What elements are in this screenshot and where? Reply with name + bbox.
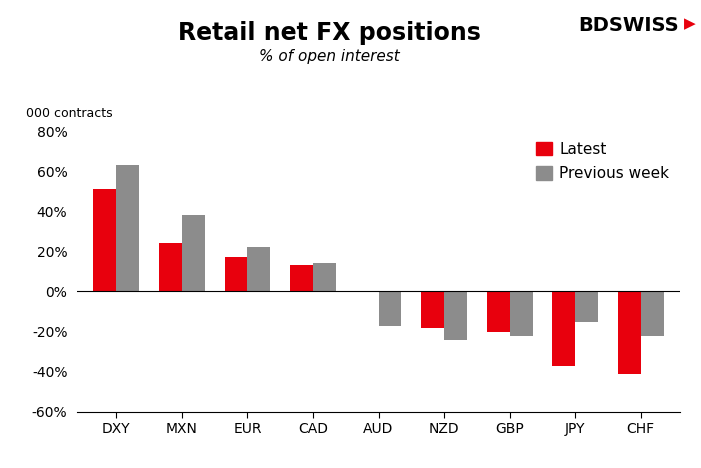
- Bar: [182, 215, 205, 292]
- Text: ▶: ▶: [683, 16, 695, 31]
- Bar: [618, 292, 641, 374]
- Bar: [290, 265, 313, 292]
- Bar: [552, 292, 575, 366]
- Text: % of open interest: % of open interest: [259, 49, 400, 64]
- Bar: [159, 243, 182, 292]
- Bar: [510, 292, 533, 336]
- Legend: Latest, Previous week: Latest, Previous week: [533, 139, 672, 184]
- Bar: [486, 292, 510, 332]
- Bar: [247, 248, 271, 292]
- Bar: [421, 292, 444, 328]
- Bar: [641, 292, 664, 336]
- Bar: [444, 292, 467, 340]
- Bar: [224, 257, 247, 292]
- Text: 000 contracts: 000 contracts: [26, 107, 112, 120]
- Bar: [116, 165, 139, 292]
- Bar: [575, 292, 598, 322]
- Bar: [313, 263, 336, 292]
- Text: Retail net FX positions: Retail net FX positions: [178, 21, 481, 45]
- Bar: [93, 189, 116, 292]
- Text: BDSWISS: BDSWISS: [578, 16, 679, 36]
- Bar: [379, 292, 402, 326]
